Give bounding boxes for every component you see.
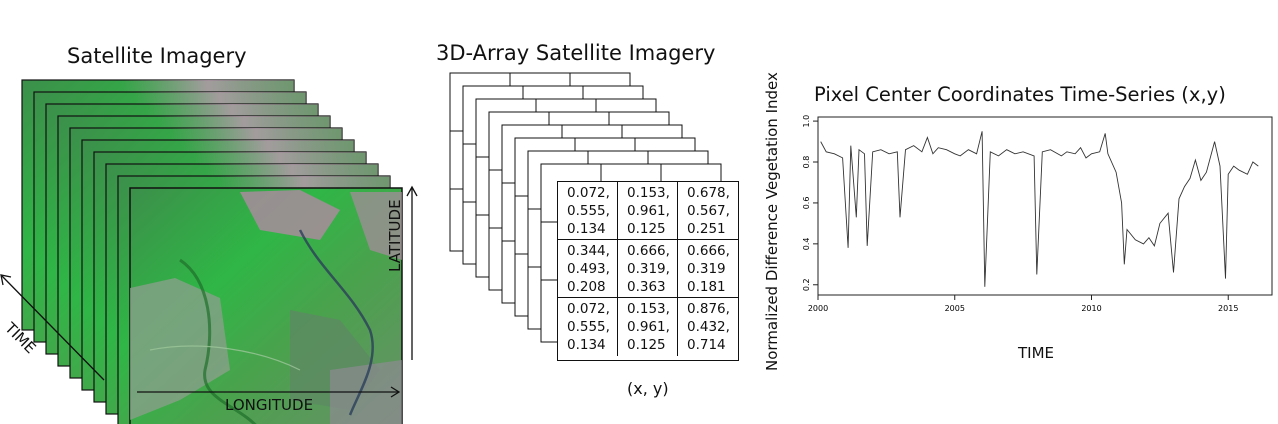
longitude-arrow xyxy=(137,386,401,398)
chart-y-axis-label: Normalized Difference Vegetation Index xyxy=(763,72,781,371)
array-cell: 0.344, 0.493, 0.208 xyxy=(558,240,618,298)
array-cell: 0.153, 0.961, 0.125 xyxy=(618,298,678,356)
front-satellite-frame xyxy=(129,187,403,424)
front-array-grid: 0.072, 0.555, 0.134 0.153, 0.961, 0.125 … xyxy=(557,181,739,361)
time-arrow xyxy=(0,274,105,381)
pixel-coordinate-label: (x, y) xyxy=(627,379,669,398)
y-tick-label: 0.2 xyxy=(802,278,811,291)
array-cell: 0.876, 0.432, 0.714 xyxy=(687,301,730,353)
plot-frame xyxy=(817,116,1273,296)
x-tick-label: 2000 xyxy=(808,304,828,313)
y-tick-label: 0.8 xyxy=(802,156,811,169)
ndvi-time-series-chart: 2000 2005 2010 2015 0.2 0.4 0.6 0.8 1.0 xyxy=(802,115,1273,313)
time-series-title: Pixel Center Coordinates Time-Series (x,… xyxy=(814,83,1226,106)
y-tick-label: 1.0 xyxy=(802,115,811,128)
array-cell: 0.666, 0.319 0.181 xyxy=(678,240,738,298)
array-cell: 0.666, 0.319, 0.363 xyxy=(618,240,678,298)
ndvi-series-line xyxy=(820,131,1259,287)
latitude-label: LATITUDE xyxy=(386,199,404,272)
array-cell: 0.678, 0.567, 0.251 xyxy=(678,182,738,240)
longitude-label: LONGITUDE xyxy=(225,396,314,414)
x-tick-label: 2005 xyxy=(945,304,965,313)
satellite-image-stack xyxy=(0,79,418,424)
latitude-arrow xyxy=(406,185,418,360)
y-tick-label: 0.6 xyxy=(802,197,811,210)
satellite-imagery-title: Satellite Imagery xyxy=(67,44,247,68)
x-tick-label: 2015 xyxy=(1218,304,1238,313)
array-cell: 0.072, 0.555, 0.134 xyxy=(558,182,618,240)
array-imagery-title: 3D-Array Satellite Imagery xyxy=(436,41,716,65)
array-cell: 0.153, 0.961, 0.125 xyxy=(618,182,678,240)
array-cell: 0.072, 0.555, 0.134 xyxy=(558,298,618,356)
chart-x-axis-label: TIME xyxy=(1018,344,1055,362)
y-tick-label: 0.4 xyxy=(802,237,811,250)
x-tick-label: 2010 xyxy=(1081,304,1101,313)
